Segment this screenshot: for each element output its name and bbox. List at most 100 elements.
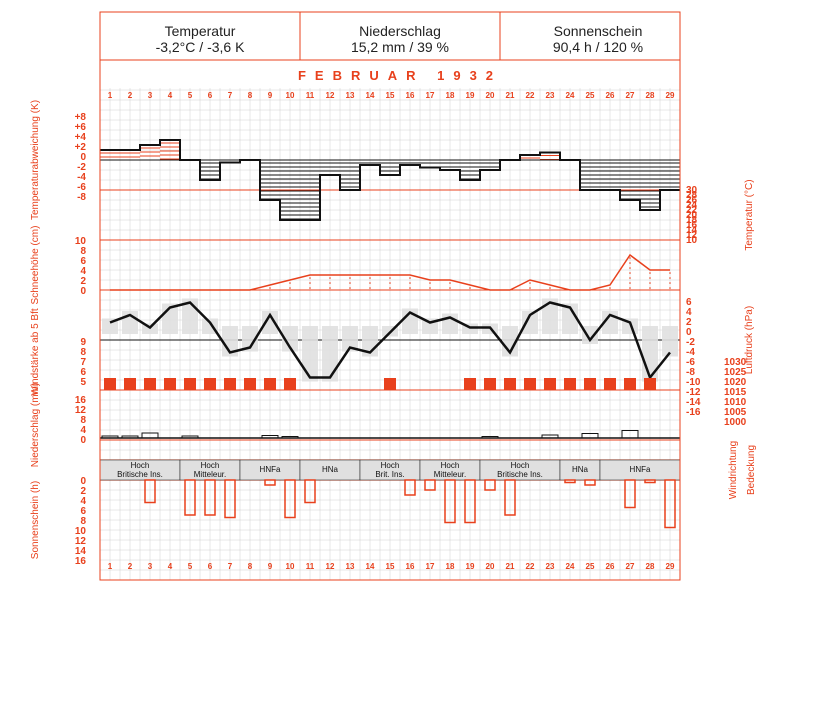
sunshine-tick: 0 — [80, 476, 86, 487]
snow-dot — [349, 287, 351, 289]
pressure-tick: 1000 — [724, 417, 747, 428]
pressure-tick: 1005 — [724, 407, 747, 418]
snow-dot — [669, 287, 671, 289]
wind-bar — [604, 378, 616, 390]
precip-tick: 8 — [80, 415, 86, 426]
pressure-range-band — [642, 326, 658, 382]
pressure-aux-tick: -8 — [686, 367, 695, 378]
snow-dot — [369, 287, 371, 289]
header-temperature-title: Temperatur — [165, 23, 236, 39]
temp-anomaly-tick: +8 — [75, 112, 87, 123]
pressure-range-band — [282, 326, 298, 352]
precip-axis-label: Niederschlag (mm) — [30, 383, 41, 467]
temperature-tick: 16 — [686, 220, 698, 231]
pressure-tick: 1030 — [724, 357, 747, 368]
snow-dot — [389, 282, 391, 284]
snow-dot — [629, 267, 631, 269]
day-label-top: 6 — [208, 91, 213, 100]
temperature-tick: 26 — [686, 195, 698, 206]
snow-tick: 8 — [80, 246, 86, 257]
day-label-bottom: 7 — [228, 562, 233, 571]
precip-tick: 12 — [75, 405, 87, 416]
day-label-top: 29 — [666, 91, 675, 100]
snow-dot — [409, 277, 411, 279]
sunshine-bar — [484, 479, 496, 491]
snow-dot — [449, 287, 451, 289]
day-label-bottom: 16 — [406, 562, 415, 571]
right-side-label: Bedeckung — [746, 445, 757, 495]
snow-dot — [369, 282, 371, 284]
precip-tick: 0 — [80, 435, 86, 446]
wind-bar — [224, 378, 236, 390]
pressure-range-band — [342, 326, 358, 352]
sunshine-tick: 4 — [80, 496, 86, 507]
weather-type-label: Hoch — [201, 461, 220, 470]
day-label-top: 14 — [366, 91, 375, 100]
snow-dot — [629, 272, 631, 274]
sunshine-bar — [284, 479, 296, 519]
day-label-top: 4 — [168, 91, 173, 100]
pressure-aux-tick: -16 — [686, 407, 701, 418]
day-label-bottom: 29 — [666, 562, 675, 571]
weather-type-label: Britische Ins. — [497, 470, 543, 479]
pressure-aux-tick: 4 — [686, 307, 692, 318]
temp-anomaly-tick: +6 — [75, 122, 87, 133]
day-label-top: 18 — [446, 91, 455, 100]
right-side-label: Windrichtung — [728, 441, 739, 499]
pressure-range-band — [662, 326, 678, 357]
pressure-tick: 1025 — [724, 367, 747, 378]
snow-dot — [629, 287, 631, 289]
sunshine-tick: 10 — [75, 526, 87, 537]
temperature-tick: 30 — [686, 185, 698, 196]
sunshine-bar — [464, 479, 476, 524]
day-label-top: 28 — [646, 91, 655, 100]
snow-dot — [609, 287, 611, 289]
snow-dot — [429, 287, 431, 289]
weather-type-label: Hoch — [131, 461, 150, 470]
chart-marks: 1122334455667788991010111112121313141415… — [30, 91, 757, 571]
temperature-tick: 14 — [686, 225, 698, 236]
weather-type-label: HNa — [572, 465, 589, 474]
day-label-top: 19 — [466, 91, 475, 100]
weather-type-label: HNa — [322, 465, 339, 474]
temperature-tick: 10 — [686, 235, 698, 246]
snow-dot — [329, 282, 331, 284]
header-temperature-value: -3,2°C / -3,6 K — [156, 39, 246, 55]
wind-bar — [504, 378, 516, 390]
snow-dot — [309, 282, 311, 284]
day-label-bottom: 15 — [386, 562, 395, 571]
pressure-aux-tick: -2 — [686, 337, 695, 348]
pressure-aux-tick: 0 — [686, 327, 692, 338]
day-label-top: 27 — [626, 91, 635, 100]
snow-dot — [669, 272, 671, 274]
sunshine-bar — [184, 479, 196, 516]
weather-type-label: Hoch — [511, 461, 530, 470]
day-label-top: 2 — [128, 91, 133, 100]
pressure-tick: 1010 — [724, 397, 747, 408]
day-label-top: 12 — [326, 91, 335, 100]
snow-line — [110, 253, 670, 291]
day-label-bottom: 4 — [168, 562, 173, 571]
day-label-top: 15 — [386, 91, 395, 100]
snow-tick: 2 — [80, 276, 86, 287]
temperature-axis-label: Temperatur (°C) — [744, 179, 755, 250]
weather-type-label: Britische Ins. — [117, 470, 163, 479]
day-label-bottom: 9 — [268, 562, 273, 571]
day-label-bottom: 28 — [646, 562, 655, 571]
temp-anomaly-axis-label: Temperaturabweichung (K) — [30, 100, 41, 220]
day-label-top: 24 — [566, 91, 575, 100]
snow-dot — [269, 287, 271, 289]
pressure-range-band — [302, 326, 318, 382]
day-label-bottom: 1 — [108, 562, 113, 571]
snow-dot — [629, 262, 631, 264]
day-label-bottom: 19 — [466, 562, 475, 571]
day-label-top: 11 — [306, 91, 315, 100]
day-label-bottom: 21 — [506, 562, 515, 571]
chart-frame — [99, 59, 681, 581]
pressure-axis-label: Luftdruck (hPa) — [744, 306, 755, 374]
day-label-top: 1 — [108, 91, 113, 100]
wind-bar — [524, 378, 536, 390]
temp-anomaly-tick: -2 — [77, 162, 86, 173]
day-label-top: 5 — [188, 91, 193, 100]
wind-bar — [164, 378, 176, 390]
